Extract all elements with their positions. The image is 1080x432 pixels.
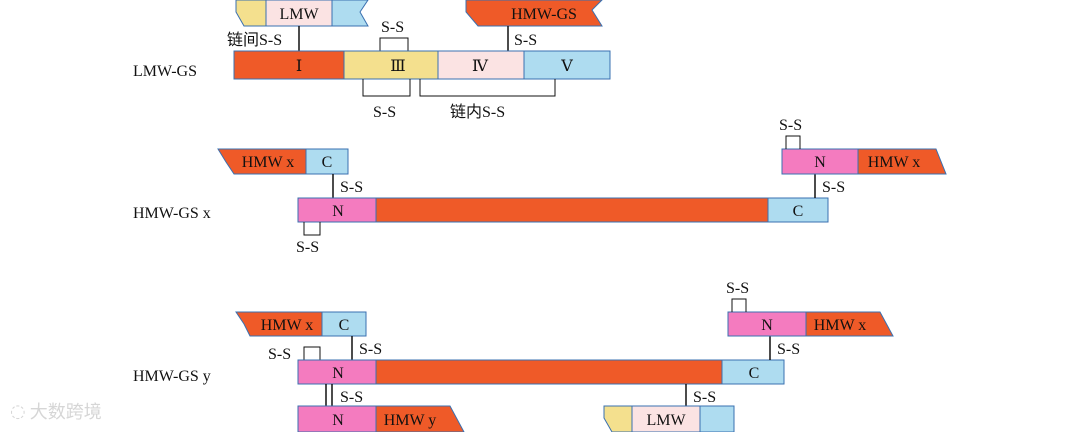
- y-domain-c: [721, 359, 785, 385]
- row-label-hmw-gs-x: HMW-GS x: [133, 205, 211, 222]
- partner-hmw-x-right-label: HMW x: [868, 154, 921, 171]
- partner-lmw-top: LMW: [235, 0, 369, 27]
- y-partner-hmw-x-label: HMW x: [261, 317, 314, 334]
- partner-hmw-x-left-label: HMW x: [242, 154, 295, 171]
- partner-c-left-label: C: [322, 154, 333, 171]
- domain-i: [233, 50, 345, 80]
- intra-bracket-bottom-short: [362, 79, 411, 97]
- partner-lmw-label: LMW: [279, 6, 319, 23]
- y-ss-top-left: S-S: [359, 341, 382, 358]
- domain-i-label: Ⅰ: [296, 58, 302, 75]
- hmw-gs-x-structure: HMW-GS x HMW x C S-S N C S-S S-S N HMW x…: [133, 117, 947, 256]
- x-n-label: N: [332, 203, 344, 220]
- watermark: ◌ 大数跨境: [10, 398, 102, 424]
- x-repetitive-domain: [375, 197, 769, 223]
- row-label-hmw-gs-y: HMW-GS y: [133, 368, 211, 385]
- partner-hmw-x-left: HMW x C: [217, 148, 349, 175]
- x-right-intra-bracket: [785, 135, 801, 149]
- hmw-gs-y-structure: HMW-GS y HMW x C S-S S-S N C S-S N HMW x…: [133, 280, 894, 432]
- intra-bracket-top: [379, 37, 409, 51]
- y-bottom-hmw-y-label: HMW y: [384, 412, 437, 429]
- domain-iii-label: Ⅲ: [390, 58, 405, 75]
- ss-label-bottom: S-S: [373, 104, 396, 121]
- y-ss-intra: S-S: [268, 346, 291, 363]
- domain-v-label: Ⅴ: [560, 58, 573, 75]
- y-right-intra-bracket: [731, 298, 747, 312]
- y-ss-bottom-right: S-S: [693, 389, 716, 406]
- domain-v: [523, 50, 611, 80]
- y-repetitive-domain: [375, 359, 723, 385]
- partner-hmw-gs-top: HMW-GS: [465, 0, 603, 27]
- x-domain-c: [767, 197, 829, 223]
- partner-n-right-label: N: [814, 154, 826, 171]
- partner-lmw-bottom: LMW: [603, 405, 735, 432]
- x-ss-below: S-S: [296, 239, 319, 256]
- y-bottom-n-label: N: [332, 412, 344, 429]
- inter-ss-label: 链间S-S: [227, 31, 282, 49]
- partner-hmw-gs-label: HMW-GS: [511, 6, 577, 23]
- partner-hmw-x-top-left: HMW x C: [235, 311, 367, 337]
- y-partner-hmw-x-right-label: HMW x: [814, 317, 867, 334]
- y-partner-n-right-label: N: [761, 317, 773, 334]
- x-ss-left: S-S: [340, 179, 363, 196]
- y-ss-bottom-left: S-S: [340, 389, 363, 406]
- y-n-label: N: [332, 365, 344, 382]
- x-ss-right: S-S: [822, 179, 845, 196]
- x-c-label: C: [793, 203, 804, 220]
- y-intra-bracket: [303, 346, 321, 360]
- watermark-text: 大数跨境: [29, 402, 102, 423]
- x-ss-right-top: S-S: [779, 117, 802, 134]
- inter-ss-label-right: S-S: [514, 32, 537, 49]
- y-bottom-lmw-label: LMW: [646, 412, 686, 429]
- row-label-lmw-gs: LMW-GS: [133, 63, 197, 80]
- x-domain-n: [297, 197, 377, 223]
- y-ss-top-right-intra: S-S: [726, 280, 749, 297]
- intra-ss-label: 链内S-S: [450, 103, 505, 121]
- watermark-logo-icon: ◌: [10, 400, 26, 422]
- partner-hmw-y-bottom: N HMW y: [297, 405, 465, 432]
- x-intra-bracket: [303, 222, 321, 236]
- domain-iv-label: Ⅳ: [472, 58, 489, 75]
- partner-hmw-x-top-right: N HMW x: [727, 311, 894, 337]
- domain-iii: [343, 50, 439, 80]
- ss-label-domain-iii: S-S: [381, 19, 404, 36]
- y-ss-top-right: S-S: [777, 341, 800, 358]
- y-c-label: C: [749, 365, 760, 382]
- domain-iv: [437, 50, 525, 80]
- intra-bracket-bottom-long: [419, 79, 556, 97]
- lmw-gs-structure: LMW-GS LMW HMW-GS 链间S-S S-S S-S Ⅰ Ⅲ Ⅳ Ⅴ: [133, 0, 611, 121]
- partner-hmw-x-right: N HMW x: [781, 148, 947, 175]
- y-partner-c-label: C: [339, 317, 350, 334]
